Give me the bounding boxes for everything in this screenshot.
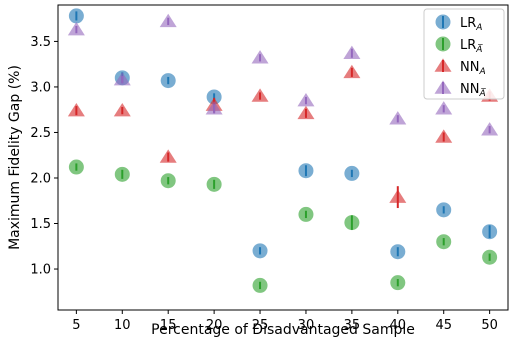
data-point <box>390 275 406 291</box>
data-point <box>436 234 452 250</box>
data-point <box>160 73 176 89</box>
data-marks <box>67 8 499 293</box>
y-tick-label: 2.0 <box>30 171 51 186</box>
legend-entry: LRA̅ <box>435 36 484 55</box>
y-axis-label: Maximum Fidelity Gap (%) <box>7 65 23 250</box>
x-tick-label: 50 <box>481 318 498 333</box>
data-point <box>343 64 361 79</box>
data-point <box>113 72 131 86</box>
data-point <box>482 224 498 240</box>
data-point <box>251 88 269 102</box>
data-point <box>435 129 453 143</box>
data-point <box>251 50 269 64</box>
x-tick-label: 35 <box>344 318 361 333</box>
data-point <box>343 45 361 59</box>
data-point <box>435 101 453 115</box>
data-point <box>344 215 360 231</box>
data-point <box>344 165 360 181</box>
legend-entry: LRA <box>435 14 482 33</box>
data-point <box>481 122 499 136</box>
data-point <box>160 173 176 189</box>
legend-label: LRA <box>460 16 482 33</box>
x-axis-label: Percentage of Disadvantaged Sample <box>151 322 415 338</box>
legend-box <box>423 8 505 100</box>
data-point <box>68 159 84 175</box>
x-tick-label: 45 <box>435 318 452 333</box>
data-point <box>298 163 314 179</box>
legend-label: NNA <box>460 60 486 77</box>
x-tick-label: 15 <box>160 318 177 333</box>
data-point <box>113 102 131 117</box>
data-point <box>67 21 85 36</box>
x-tick-label: 10 <box>114 318 131 333</box>
x-tick-label: 20 <box>206 318 223 333</box>
data-point <box>298 206 314 222</box>
x-axis-ticks: 5 10 15 20 25 30 35 40 45 50 <box>72 310 498 333</box>
data-point <box>67 102 85 117</box>
y-axis-ticks: 1.0 1.5 2.0 2.5 3.0 3.5 <box>30 35 58 278</box>
plot-frame <box>57 4 509 311</box>
data-point <box>390 244 406 260</box>
x-tick-label: 40 <box>390 318 407 333</box>
y-tick-label: 1.5 <box>30 217 51 232</box>
x-tick-label: 25 <box>252 318 269 333</box>
y-tick-label: 1.0 <box>30 263 51 278</box>
data-point <box>159 149 177 163</box>
y-tick-label: 3.0 <box>30 80 51 95</box>
data-point <box>252 277 268 293</box>
data-point <box>389 186 407 209</box>
data-point <box>205 101 223 115</box>
legend: LRA LRA̅ NNA NNA̅ <box>423 8 505 100</box>
legend-entry: NNA <box>434 58 486 77</box>
x-tick-label: 30 <box>298 318 315 333</box>
data-point <box>297 105 315 120</box>
data-point <box>436 202 452 218</box>
data-point <box>389 111 407 125</box>
data-point <box>68 8 84 24</box>
data-point <box>159 13 177 28</box>
data-point <box>252 243 268 259</box>
legend-entry: NNA̅ <box>434 80 487 99</box>
x-tick-label: 5 <box>72 318 80 333</box>
data-point <box>482 249 498 265</box>
data-point <box>206 176 222 192</box>
data-point <box>114 166 130 182</box>
data-point <box>297 92 315 107</box>
y-tick-label: 2.5 <box>30 126 51 141</box>
legend-label: NNA̅ <box>460 82 487 99</box>
y-tick-label: 3.5 <box>30 35 51 50</box>
legend-label: LRA̅ <box>460 38 484 55</box>
